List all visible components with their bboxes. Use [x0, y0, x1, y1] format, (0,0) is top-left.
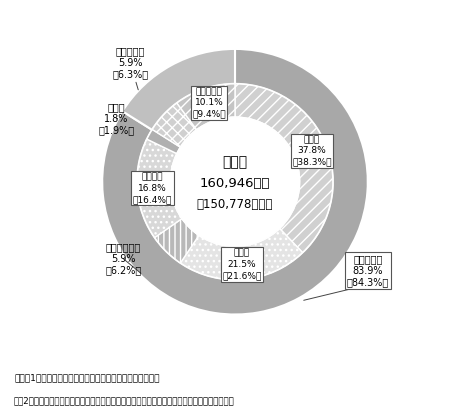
Wedge shape: [235, 84, 333, 252]
Circle shape: [170, 117, 300, 247]
Text: 小学校
37.8%
（38.3%）: 小学校 37.8% （38.3%）: [292, 135, 332, 166]
Text: 教育行政費
5.9%
（6.3%）: 教育行政費 5.9% （6.3%）: [112, 46, 148, 90]
Wedge shape: [137, 139, 182, 237]
Wedge shape: [152, 103, 196, 147]
Text: （注）1　（　）内は，債務償還費を控除した数値である。: （注）1 （ ）内は，債務償還費を控除した数値である。: [14, 373, 160, 382]
Wedge shape: [147, 129, 180, 154]
Text: 中学校
21.5%
（21.6%）: 中学校 21.5% （21.6%）: [222, 249, 262, 280]
Text: 社会教育費
10.1%
（9.4%）: 社会教育費 10.1% （9.4%）: [192, 87, 226, 119]
Text: 2　「その他」は，幼稚園，中等教育学校，専修学校，各種学校及び高等専門学校である。: 2 「その他」は，幼稚園，中等教育学校，専修学校，各種学校及び高等専門学校である…: [14, 396, 235, 405]
Text: その他
1.8%
（1.9%）: その他 1.8% （1.9%）: [98, 102, 134, 135]
Wedge shape: [102, 49, 368, 315]
Text: （150,778億円）: （150,778億円）: [197, 198, 273, 211]
Text: 特別支援学校
5.9%
（6.2%）: 特別支援学校 5.9% （6.2%）: [105, 242, 141, 275]
Text: 総　額: 総 額: [222, 156, 248, 169]
Text: 160,946億円: 160,946億円: [200, 177, 270, 190]
Wedge shape: [122, 49, 235, 130]
Wedge shape: [180, 228, 303, 280]
Text: 高等学校
16.8%
（16.4%）: 高等学校 16.8% （16.4%）: [133, 173, 172, 204]
Wedge shape: [177, 84, 235, 130]
Text: 学校教育費
83.9%
（84.3%）: 学校教育費 83.9% （84.3%）: [347, 254, 389, 287]
Wedge shape: [155, 218, 199, 263]
